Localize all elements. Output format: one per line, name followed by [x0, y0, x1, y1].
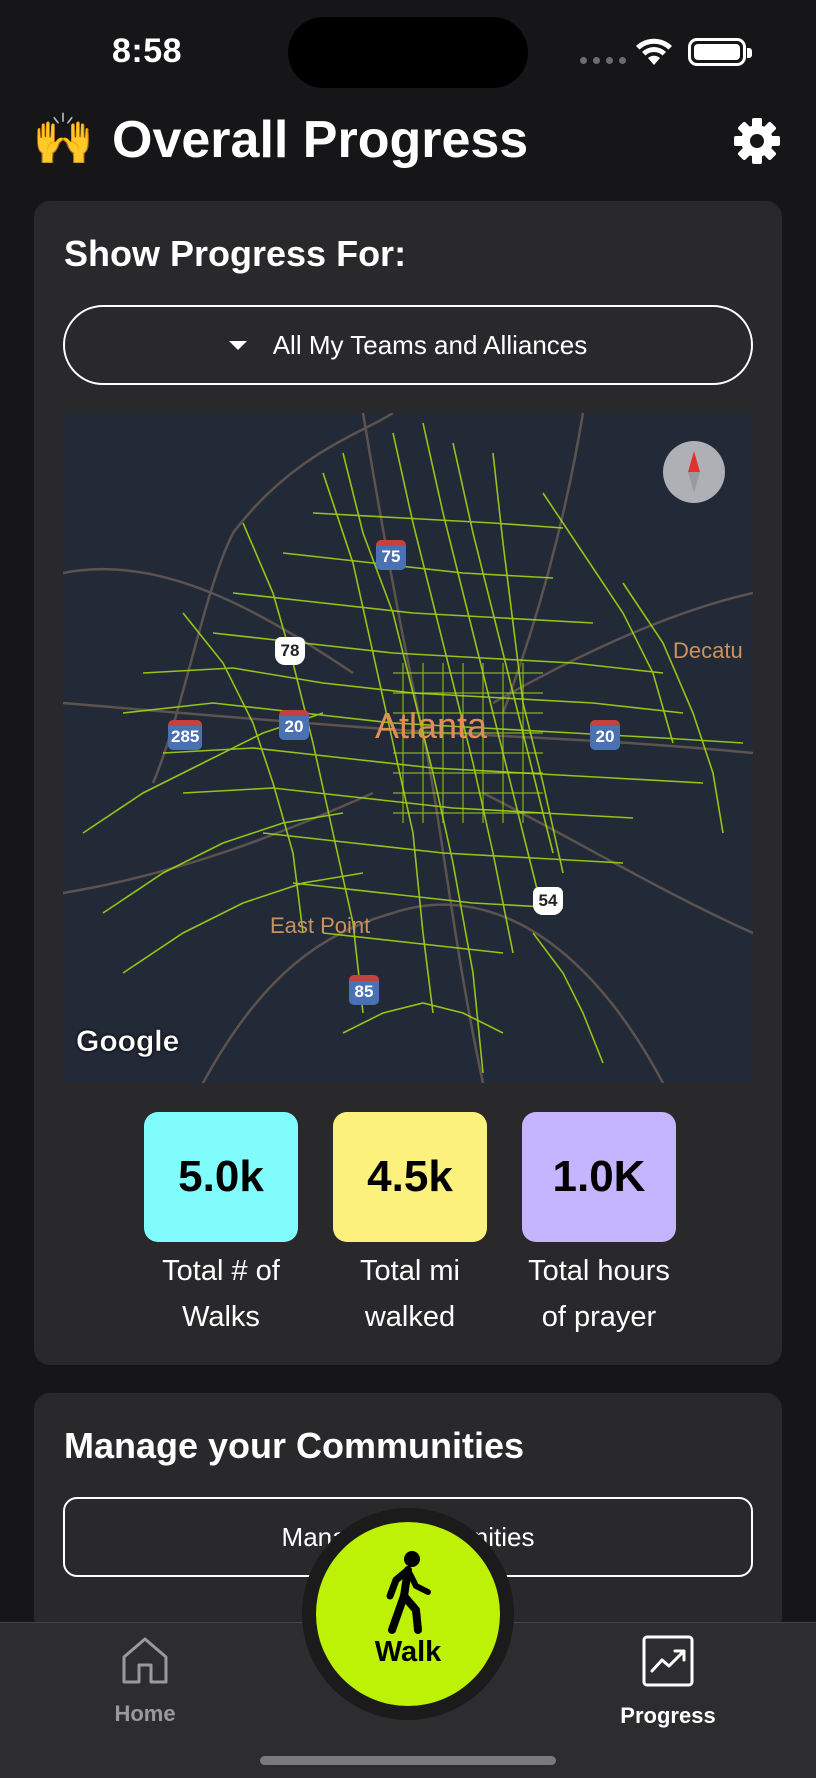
progress-card: Show Progress For: All My Teams and Alli…: [34, 201, 782, 1365]
status-bar: 8:58: [0, 0, 816, 100]
raising-hands-emoji: 🙌: [32, 111, 95, 167]
home-indicator: [260, 1756, 556, 1765]
gear-icon[interactable]: [732, 116, 782, 166]
trending-chart-icon: [642, 1635, 694, 1687]
cellular-signal-icon: [580, 57, 626, 64]
dynamic-island: [288, 17, 528, 88]
stat-label-line: of prayer: [541, 1301, 657, 1333]
stat-label-line: Walks: [182, 1301, 260, 1333]
wifi-icon: [636, 38, 672, 65]
stat-label-line: walked: [364, 1301, 456, 1333]
state-route-shield: 54: [533, 887, 563, 915]
home-icon: [122, 1637, 168, 1684]
progress-filter-dropdown[interactable]: All My Teams and Alliances: [63, 305, 753, 385]
map-label-atlanta: Atlanta: [375, 705, 488, 746]
walking-person-icon: [386, 1551, 431, 1634]
stat-label-line: Total mi: [360, 1255, 460, 1287]
map-label-decatur: Decatu: [673, 638, 743, 663]
battery-icon: [688, 38, 752, 66]
map-label-east-point: East Point: [270, 913, 371, 938]
caret-down-icon: [228, 340, 247, 350]
stat-label: Total hours of prayer: [522, 1248, 676, 1340]
us-route-shield: 78: [275, 637, 305, 665]
stat-total-walks: 5.0k Total # of Walks: [144, 1112, 298, 1340]
dropdown-selected-value: All My Teams and Alliances: [272, 329, 588, 360]
tab-progress-label: Progress: [620, 1703, 716, 1728]
interstate-shield: 75: [376, 540, 406, 570]
stat-label-line: Total # of: [162, 1255, 280, 1287]
stat-value: 5.0k: [144, 1112, 298, 1242]
tab-progress[interactable]: Progress: [593, 1635, 743, 1729]
stat-label: Total mi walked: [333, 1248, 487, 1340]
interstate-shield: 285: [168, 720, 203, 750]
communities-card-title: Manage your Communities: [64, 1425, 525, 1466]
tab-home-label: Home: [114, 1701, 176, 1726]
header: 🙌 Overall Progress: [32, 102, 784, 182]
walk-button[interactable]: Walk: [316, 1522, 500, 1706]
interstate-shield: 85: [349, 975, 379, 1005]
map-canvas: [63, 413, 753, 1083]
stats-row: 5.0k Total # of Walks 4.5k Total mi walk…: [144, 1112, 676, 1340]
stat-value: 4.5k: [333, 1112, 487, 1242]
status-time: 8:58: [112, 32, 183, 70]
walk-button-label: Walk: [374, 1636, 442, 1668]
google-logo: Google: [76, 1025, 180, 1059]
compass-button[interactable]: [663, 441, 725, 503]
page-title: Overall Progress: [112, 111, 529, 169]
compass-icon: [688, 451, 700, 493]
stat-total-miles: 4.5k Total mi walked: [333, 1112, 487, 1340]
stat-total-prayer-hours: 1.0K Total hours of prayer: [522, 1112, 676, 1340]
progress-map[interactable]: Atlanta Decatu East Point 75 78 285 20 2…: [63, 413, 753, 1083]
interstate-shield: 20: [590, 720, 620, 750]
interstate-shield: 20: [279, 710, 309, 740]
tab-home[interactable]: Home: [70, 1635, 220, 1727]
stat-label-line: Total hours: [528, 1255, 670, 1287]
stat-label: Total # of Walks: [144, 1248, 298, 1340]
stat-value: 1.0K: [522, 1112, 676, 1242]
progress-card-title: Show Progress For:: [64, 233, 407, 274]
